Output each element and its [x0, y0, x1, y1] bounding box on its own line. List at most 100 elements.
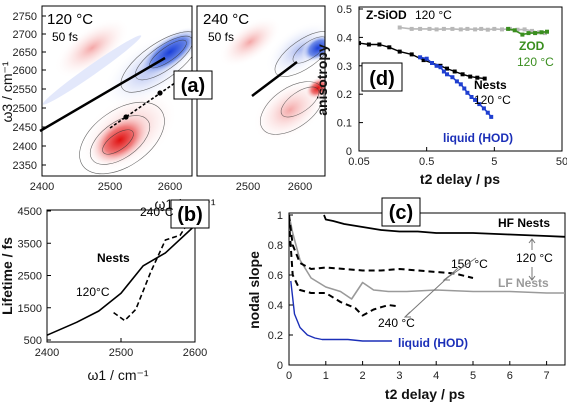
heatmap-240 [197, 6, 325, 176]
d-series-zod-marker [512, 28, 517, 33]
b-y-tick-label: 1500 [18, 303, 42, 315]
contour-lines-240 [260, 31, 325, 135]
b-x-tick-label: 2600 [183, 347, 207, 359]
c-annotation-150: 150 °C [451, 257, 488, 271]
panel-d-frame [358, 6, 563, 152]
c-x-tick-label: 3 [396, 370, 402, 382]
a-y-tick-label: 2400 [13, 141, 37, 153]
d-series-liquid-hod--marker [481, 106, 486, 111]
d-x-tick-label: 50 [556, 156, 567, 168]
d-series-z-siod-marker [473, 27, 478, 32]
panel-d-plot [359, 25, 549, 119]
panel-b-plot [47, 216, 195, 336]
d-series-z-siod-marker [427, 26, 432, 31]
d-annotation-liquid: liquid (HOD) [443, 131, 513, 145]
d-series-z-siod-marker [530, 28, 534, 33]
heatmap-120 [42, 6, 192, 176]
c-y-tick-label: 0.6 [268, 270, 283, 282]
d-series-zod-marker [526, 31, 531, 36]
c-series-240-c [289, 220, 400, 317]
d-y-tick-label: 0.5 [337, 4, 352, 16]
d-series-liquid-hod--marker [424, 56, 429, 61]
a-y-tick-label: 2600 [13, 65, 37, 77]
c-x-tick-label: 2 [360, 370, 366, 382]
a-y-tick-label: 2450 [13, 122, 37, 134]
a-y-tick-label: 2650 [13, 47, 37, 59]
c-x-tick-label: 0 [286, 370, 292, 382]
d-annotation-zsiod: Z-SiOD [366, 8, 407, 22]
d-series-z-siod-marker [450, 26, 455, 31]
b-series-240 [113, 216, 192, 322]
b-y-tick-label: 500 [24, 335, 42, 347]
d-annotation-zod: ZOD [519, 39, 545, 53]
d-series-z-siod-marker [485, 27, 490, 32]
d-series-liquid-hod--marker [477, 102, 482, 107]
b-series-120 [47, 224, 195, 336]
center-line-solid-240 [251, 61, 298, 97]
d-series-z-siod-marker [500, 27, 504, 32]
panel-label-d: (d) [369, 68, 395, 90]
d-y-tick-label: 0.4 [337, 32, 352, 44]
c-y-tick-label: 0 [277, 360, 283, 372]
d-series-liquid-hod--marker [485, 110, 490, 115]
d-series-nests-marker [475, 75, 480, 80]
b-y-tick-label: 4500 [18, 206, 42, 218]
d-series-liquid-hod--marker [465, 90, 470, 95]
d-x-tick-label: 0.5 [419, 156, 434, 168]
d-series-nests-marker [397, 49, 402, 54]
a-y-tick-label: 2550 [13, 84, 37, 96]
d-series-nests-marker [421, 58, 426, 63]
d-label-box [361, 62, 403, 92]
panel-d-axes: 0.5 0.4 0.3 0.2 0.1 00.05 0.5 5 50 t2 delay / ps a… [314, 4, 567, 187]
c-annotation-lf: LF Nests [498, 276, 549, 290]
panel-a: 120 °C 50 fs 240 °C 50 fs (a) [39, 5, 326, 177]
c-x-tick-label: 1 [323, 370, 329, 382]
d-series-liquid-hod--marker [445, 72, 449, 77]
d-series-zod-marker [539, 30, 544, 35]
d-series-z-siod-marker [434, 27, 439, 32]
c-label-box [381, 197, 421, 227]
b-x-tick-label: 2500 [109, 347, 133, 359]
d-y-axis-label: anisotropy [314, 44, 330, 116]
c-y-axis-label: nodal slope [246, 251, 262, 329]
d-series-liquid-hod--marker [469, 95, 474, 99]
panel-c-frame [288, 212, 566, 366]
d-series-nests-marker [387, 45, 392, 50]
a-x-tick-label: 2500 [236, 181, 260, 193]
d-annotation-nests: Nests [474, 78, 507, 92]
d-series-liquid-hod--marker [438, 65, 443, 70]
d-series-z-siod-marker [397, 25, 402, 30]
d-series-z-siod-marker [441, 26, 446, 31]
c-x-tick-label: 4 [433, 370, 439, 382]
b-y-axis-label: Lifetime / fs [0, 237, 15, 315]
b-annotation-120: 120°C [76, 285, 110, 299]
d-series-liquid-hod--marker [458, 82, 463, 87]
d-series-z-siod-marker [492, 26, 497, 31]
d-series-nests-marker [377, 42, 382, 47]
a-x-tick-label: 2600 [158, 181, 182, 193]
d-series-zod-marker [520, 32, 525, 37]
d-x-axis-label: t2 delay / ps [420, 171, 500, 187]
d-series-z-siod-marker [479, 26, 484, 31]
a-label-box [173, 70, 213, 100]
d-y-tick-label: 0.3 [337, 61, 352, 73]
d-series-nests-marker [409, 52, 414, 57]
d-annotation-zod-temp: 120 °C [517, 55, 554, 69]
c-annotation-120: 120 °C [516, 251, 553, 265]
b-annotation-240: 240°C [140, 205, 174, 219]
panel-label-c: (c) [389, 202, 413, 224]
d-series-nests-marker [460, 72, 465, 77]
c-series-lf-nests [289, 214, 565, 300]
panel-label-b: (b) [177, 204, 203, 226]
panel-c-axes: 1 0.8 0.6 0.4 0.2 00 1 2 3 4 5 6 7 t2 delay / ps nodal… [246, 210, 550, 402]
d-series-liquid-hod--marker [430, 61, 434, 65]
d-series-z-siod-marker [458, 27, 463, 32]
d-series-liquid-hod--marker [462, 86, 467, 91]
a-left-temp: 120 °C [47, 11, 93, 28]
d-series-zod-marker [533, 31, 538, 36]
a-y-tick-label: 2350 [13, 160, 37, 172]
c-series-hf-nests [323, 214, 565, 238]
a-x-tick-label: 2500 [98, 181, 122, 193]
b-y-tick-label: 3500 [18, 238, 42, 250]
d-series-nests-marker [366, 42, 371, 47]
